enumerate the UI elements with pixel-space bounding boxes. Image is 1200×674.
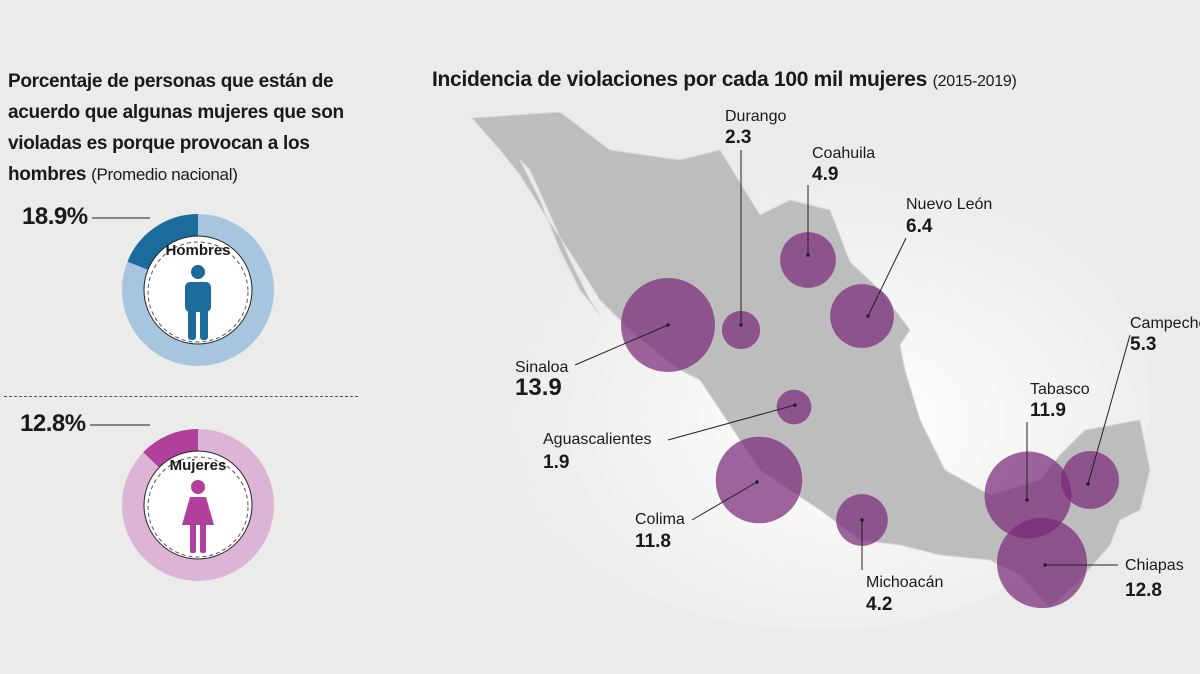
state-label-nuevolen: Nuevo León bbox=[906, 196, 992, 213]
divider bbox=[4, 396, 358, 397]
leader-line-aguascalientes bbox=[667, 404, 796, 441]
map-title: Incidencia de violaciones por cada 100 m… bbox=[432, 68, 1017, 91]
state-label-aguascalientes: Aguascalientes bbox=[543, 431, 652, 448]
leader-dot bbox=[860, 518, 864, 522]
donut-dashed-ring bbox=[147, 456, 249, 558]
state-value-tabasco: 11.9 bbox=[1030, 400, 1066, 421]
donut-segment-hombres bbox=[127, 214, 199, 271]
donut-dashed-ring bbox=[147, 241, 249, 343]
state-value-chiapas: 12.8 bbox=[1125, 580, 1162, 601]
hombres-pct-label: 18.9% bbox=[22, 203, 88, 230]
donut-title: Porcentaje de personas que están de acue… bbox=[8, 71, 344, 185]
state-value-colima: 11.8 bbox=[635, 531, 671, 552]
donut-segment-mujeres bbox=[143, 429, 199, 468]
bubble-colima bbox=[715, 436, 803, 524]
figure-leg bbox=[200, 308, 208, 340]
donut-label-hombres: Hombres bbox=[165, 242, 230, 259]
state-value-campeche: 5.3 bbox=[1130, 334, 1156, 355]
state-label-colima: Colima bbox=[635, 511, 685, 528]
state-value-durango: 2.3 bbox=[725, 127, 751, 148]
figure-leg bbox=[188, 308, 196, 340]
figure-leg bbox=[190, 523, 196, 553]
donut-label-mujeres: Mujeres bbox=[170, 457, 227, 474]
figure-body bbox=[185, 282, 211, 312]
leader-dot bbox=[1043, 563, 1047, 567]
state-value-aguascalientes: 1.9 bbox=[543, 452, 569, 473]
leader-dot bbox=[806, 253, 810, 257]
bubble-campeche bbox=[1060, 450, 1120, 510]
bubble-coahuila bbox=[780, 232, 836, 288]
bubble-aguascalientes bbox=[776, 389, 812, 425]
man-icon bbox=[185, 265, 211, 340]
leader-dot bbox=[1086, 482, 1090, 486]
state-label-chiapas: Chiapas bbox=[1125, 557, 1184, 574]
state-label-coahuila: Coahuila bbox=[812, 145, 875, 162]
state-value-michoacn: 4.2 bbox=[866, 594, 892, 615]
figure-head bbox=[191, 265, 205, 279]
leader-dot bbox=[755, 480, 759, 484]
state-value-nuevolen: 6.4 bbox=[906, 216, 933, 237]
bubble-nuevolen bbox=[830, 284, 894, 348]
leader-dot bbox=[793, 403, 797, 407]
figure-dress bbox=[182, 497, 214, 525]
woman-icon bbox=[182, 480, 214, 553]
leader-line-campeche bbox=[1087, 334, 1131, 485]
state-value-sinaloa: 13.9 bbox=[515, 374, 562, 401]
leader-line-nuevolen bbox=[867, 237, 907, 317]
bubble-chiapas bbox=[996, 517, 1088, 609]
leader-dot bbox=[866, 314, 870, 318]
figure-leg bbox=[200, 523, 206, 553]
leader-dot bbox=[666, 323, 670, 327]
state-label-tabasco: Tabasco bbox=[1030, 381, 1090, 398]
leader-line-sinaloa bbox=[574, 324, 669, 366]
leader-line-colima bbox=[691, 481, 758, 521]
state-label-sinaloa: Sinaloa bbox=[515, 359, 568, 376]
leader-dot bbox=[1025, 498, 1029, 502]
bubble-durango bbox=[721, 310, 761, 350]
state-value-coahuila: 4.9 bbox=[812, 164, 838, 185]
leader-dot bbox=[739, 323, 743, 327]
state-label-durango: Durango bbox=[725, 108, 786, 125]
mujeres-pct-label: 12.8% bbox=[20, 410, 86, 437]
bubble-tabasco bbox=[984, 451, 1072, 539]
state-label-campeche: Campeche bbox=[1130, 315, 1200, 332]
state-label-michoacn: Michoacán bbox=[866, 574, 943, 591]
figure-head bbox=[191, 480, 205, 494]
